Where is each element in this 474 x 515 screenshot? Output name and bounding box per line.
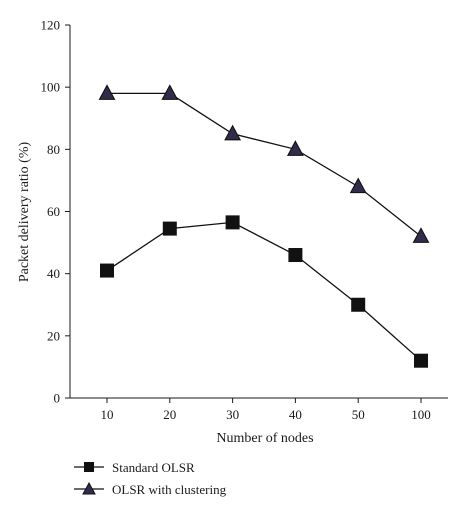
data-point-triangle [98,84,116,100]
axes [69,25,448,399]
data-point-triangle [224,124,242,141]
data-point-square [100,263,114,278]
legend: Standard OLSR OLSR with clustering [74,460,227,497]
x-tick-label: 20 [163,407,176,422]
series-layer [98,84,430,368]
legend-marker-square [84,462,94,472]
y-tick-label: 60 [47,204,60,219]
x-tick-label: 100 [411,407,431,422]
legend-label-olsr-clustering: OLSR with clustering [112,482,227,497]
data-point-triangle [286,140,304,156]
y-tick-label: 0 [54,391,61,406]
y-tick-label: 100 [41,80,61,95]
legend-item-standard-olsr: Standard OLSR [74,460,195,475]
x-tick-label: 30 [226,407,239,422]
x-tick-label: 40 [289,407,302,422]
legend-item-olsr-clustering: OLSR with clustering [74,481,227,497]
series-line-standard-olsr [106,221,422,362]
y-tick-label: 80 [47,142,60,157]
series-line-olsr-clustering [107,92,422,237]
data-point-square [414,353,428,368]
y-tick-label: 120 [41,18,61,33]
y-tick-label: 20 [47,328,60,343]
data-point-square [225,215,240,230]
x-axis-title: Number of nodes [216,431,313,446]
data-point-square [288,248,303,263]
legend-label-standard-olsr: Standard OLSR [112,460,195,475]
y-tick-label: 40 [47,266,60,281]
y-ticks: 0 20 40 60 80 100 120 [41,18,70,406]
x-tick-label: 10 [101,407,114,422]
y-axis-title: Packet delivery ratio (%) [17,141,32,282]
data-point-square [162,221,177,236]
x-ticks: 10 20 30 40 50 100 [101,398,431,422]
data-point-square [351,297,366,312]
legend-marker-triangle [82,481,96,495]
data-point-triangle [412,227,430,243]
x-tick-label: 50 [352,407,365,422]
data-point-triangle [161,84,179,100]
data-point-triangle [349,177,367,194]
